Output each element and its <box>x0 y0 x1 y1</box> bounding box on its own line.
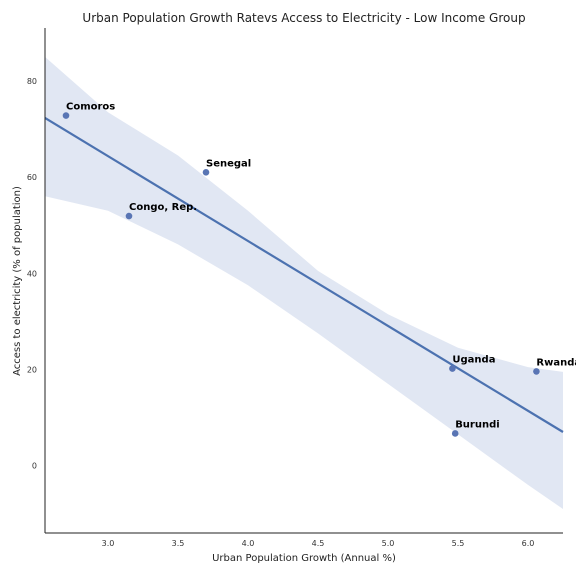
x-tick-label: 5.5 <box>452 539 465 548</box>
y-axis-title: Access to electricity (% of population) <box>12 186 23 376</box>
data-point <box>533 368 540 375</box>
point-label: Congo, Rep. <box>129 202 197 213</box>
y-tick-label: 60 <box>27 173 37 182</box>
x-tick-label: 3.5 <box>172 539 185 548</box>
y-tick-label: 0 <box>32 462 37 471</box>
point-labels-layer: Comoros Senegal Congo, Rep. Uganda Rwanda Bur… <box>66 102 576 431</box>
x-axis-title: Urban Population Growth (Annual %) <box>212 553 396 564</box>
scatter-points-layer <box>62 112 540 437</box>
x-tick-label: 5.0 <box>382 539 395 548</box>
point-label: Uganda <box>452 355 495 366</box>
regression-line-layer <box>44 116 564 433</box>
y-tick-label: 40 <box>27 269 37 278</box>
x-tick-label: 6.0 <box>522 539 535 548</box>
x-tick-labels: 3.0 3.5 4.0 4.5 5.0 5.5 6.0 <box>102 539 535 548</box>
data-point <box>125 212 133 220</box>
data-point <box>62 112 70 119</box>
regression-line <box>44 116 564 433</box>
point-label: Comoros <box>66 102 115 113</box>
x-tick-label: 4.5 <box>312 539 325 548</box>
point-label: Rwanda <box>536 357 576 368</box>
chart-title: Urban Population Growth Ratevs Access to… <box>82 11 525 25</box>
data-point <box>451 430 459 437</box>
confidence-band-layer <box>45 56 563 510</box>
point-label: Burundi <box>455 419 500 430</box>
data-point <box>449 365 456 372</box>
y-tick-label: 80 <box>27 77 37 86</box>
confidence-band <box>45 56 563 510</box>
x-tick-label: 4.0 <box>242 539 255 548</box>
y-tick-label: 20 <box>27 365 37 374</box>
x-tick-label: 3.0 <box>102 539 115 548</box>
point-label: Senegal <box>206 158 251 169</box>
data-point <box>202 168 210 176</box>
y-tick-labels: 0 20 40 60 80 <box>27 77 37 471</box>
